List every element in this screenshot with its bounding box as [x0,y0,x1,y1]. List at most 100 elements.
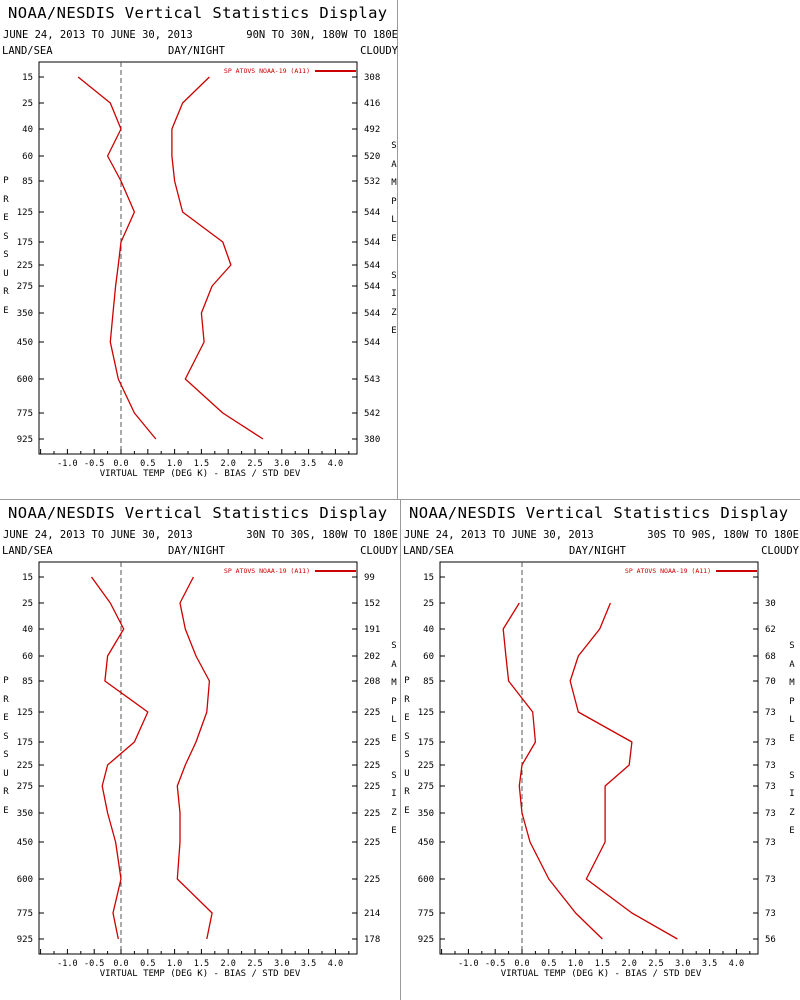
pressure-level-label: 40 [423,625,434,635]
sample-size-label: 544 [364,338,380,348]
sample-size-label: 520 [364,152,380,162]
x-tick-label: -0.5 [84,959,104,969]
date-range: JUNE 24, 2013 TO JUNE 30, 2013 [3,529,193,541]
panel-title: NOAA/NESDIS Vertical Statistics Display [8,504,388,522]
x-tick-label: 2.5 [247,459,262,469]
x-tick-label: 4.0 [328,959,343,969]
pressure-level-label: 925 [17,935,33,945]
cloudy-label: CLOUDY [360,545,398,557]
x-tick-label: 4.0 [328,459,343,469]
x-tick-label: 2.0 [221,459,236,469]
pressure-level-label: 600 [418,875,434,885]
pressure-level-label: 60 [22,152,33,162]
date-range: JUNE 24, 2013 TO JUNE 30, 2013 [404,529,594,541]
sample-size-label: 225 [364,761,380,771]
pressure-level-label: 275 [17,782,33,792]
x-tick-label: 2.0 [622,959,637,969]
sample-size-label: 416 [364,99,380,109]
sample-size-label: 532 [364,177,380,187]
sample-size-label: 202 [364,652,380,662]
x-tick-label: 3.0 [274,959,289,969]
sample-size-label: 73 [765,909,776,919]
x-tick-label: -0.5 [84,459,104,469]
pressure-level-label: 350 [17,809,33,819]
stats-panel: NOAA/NESDIS Vertical Statistics Display … [0,0,400,500]
x-tick-label: 0.5 [140,459,155,469]
x-tick-label: 1.0 [568,959,583,969]
stats-panel: NOAA/NESDIS Vertical Statistics Display … [0,500,400,1000]
x-tick-label: 3.0 [274,459,289,469]
pressure-level-label: 85 [22,677,33,687]
x-tick-label: 3.5 [702,959,717,969]
x-tick-label: 2.5 [648,959,663,969]
pressure-level-label: 450 [418,838,434,848]
pressure-level-label: 40 [22,625,33,635]
bias-series-line [90,576,149,940]
sample-size-axis-label: S A M P L E S I Z E [391,641,397,836]
pressure-level-label: 275 [418,782,434,792]
sample-size-label: 152 [364,599,380,609]
vertical-divider-bottom [400,500,401,1000]
panel-title: NOAA/NESDIS Vertical Statistics Display [409,504,789,522]
sample-size-label: 68 [765,652,776,662]
pressure-axis-label: P R E S S U R E [3,176,9,316]
x-tick-label: 1.0 [167,459,182,469]
sample-size-label: 73 [765,782,776,792]
x-tick-label: -0.5 [485,959,505,969]
pressure-level-label: 925 [418,935,434,945]
pressure-level-label: 175 [17,238,33,248]
pressure-level-label: 15 [423,573,434,583]
vertical-divider-top [397,0,398,500]
chart-svg: 15 25 30 40 62 60 68 85 70 125 73 175 73 225 73 275 73 35… [418,561,776,979]
sample-size-label: 544 [364,309,380,319]
sample-size-label: 208 [364,677,380,687]
sample-size-label: 225 [364,875,380,885]
sample-size-label: 99 [364,573,375,583]
pressure-level-label: 125 [17,708,33,718]
sample-size-label: 214 [364,909,380,919]
sample-size-label: 56 [765,935,776,945]
sample-size-label: 544 [364,282,380,292]
sample-size-label: 225 [364,838,380,848]
x-axis-label: VIRTUAL TEMP (DEG K) - BIAS / STD DEV [100,469,301,479]
pressure-level-label: 125 [418,708,434,718]
day-night-label: DAY/NIGHT [569,545,626,557]
sample-size-label: 70 [765,677,776,687]
x-tick-label: 3.0 [675,959,690,969]
plot-frame [38,561,358,955]
sample-size-label: 543 [364,375,380,385]
pressure-level-label: 40 [22,125,33,135]
sample-size-label: 544 [364,238,380,248]
x-tick-label: 3.5 [301,459,316,469]
pressure-level-label: 60 [22,652,33,662]
x-tick-label: 1.5 [595,959,610,969]
pressure-level-label: 25 [22,599,33,609]
x-tick-label: 2.5 [247,959,262,969]
pressure-level-label: 775 [17,909,33,919]
pressure-axis-label: P R E S S U R E [3,676,9,816]
sample-size-label: 544 [364,261,380,271]
pressure-level-label: 775 [17,409,33,419]
plot-frame [38,61,358,455]
pressure-level-label: 25 [423,599,434,609]
x-tick-label: 1.5 [194,959,209,969]
stats-panel: NOAA/NESDIS Vertical Statistics Display … [401,500,800,1000]
horizontal-divider [0,499,800,500]
legend-label: SP ATOVS NOAA-19 (A11) [625,567,711,575]
pressure-level-label: 15 [22,73,33,83]
sample-size-label: 178 [364,935,380,945]
std-dev-series-line [569,602,678,940]
pressure-level-label: 275 [17,282,33,292]
sample-size-label: 73 [765,875,776,885]
cloudy-label: CLOUDY [360,45,398,57]
land-sea-label: LAND/SEA [403,545,454,557]
x-tick-label: -1.0 [57,459,77,469]
plot-frame [439,561,759,955]
day-night-label: DAY/NIGHT [168,45,225,57]
sample-size-label: 225 [364,738,380,748]
pressure-level-label: 600 [17,875,33,885]
x-tick-label: -1.0 [57,959,77,969]
sample-size-label: 73 [765,761,776,771]
x-tick-label: 4.0 [729,959,744,969]
sample-size-label: 308 [364,73,380,83]
